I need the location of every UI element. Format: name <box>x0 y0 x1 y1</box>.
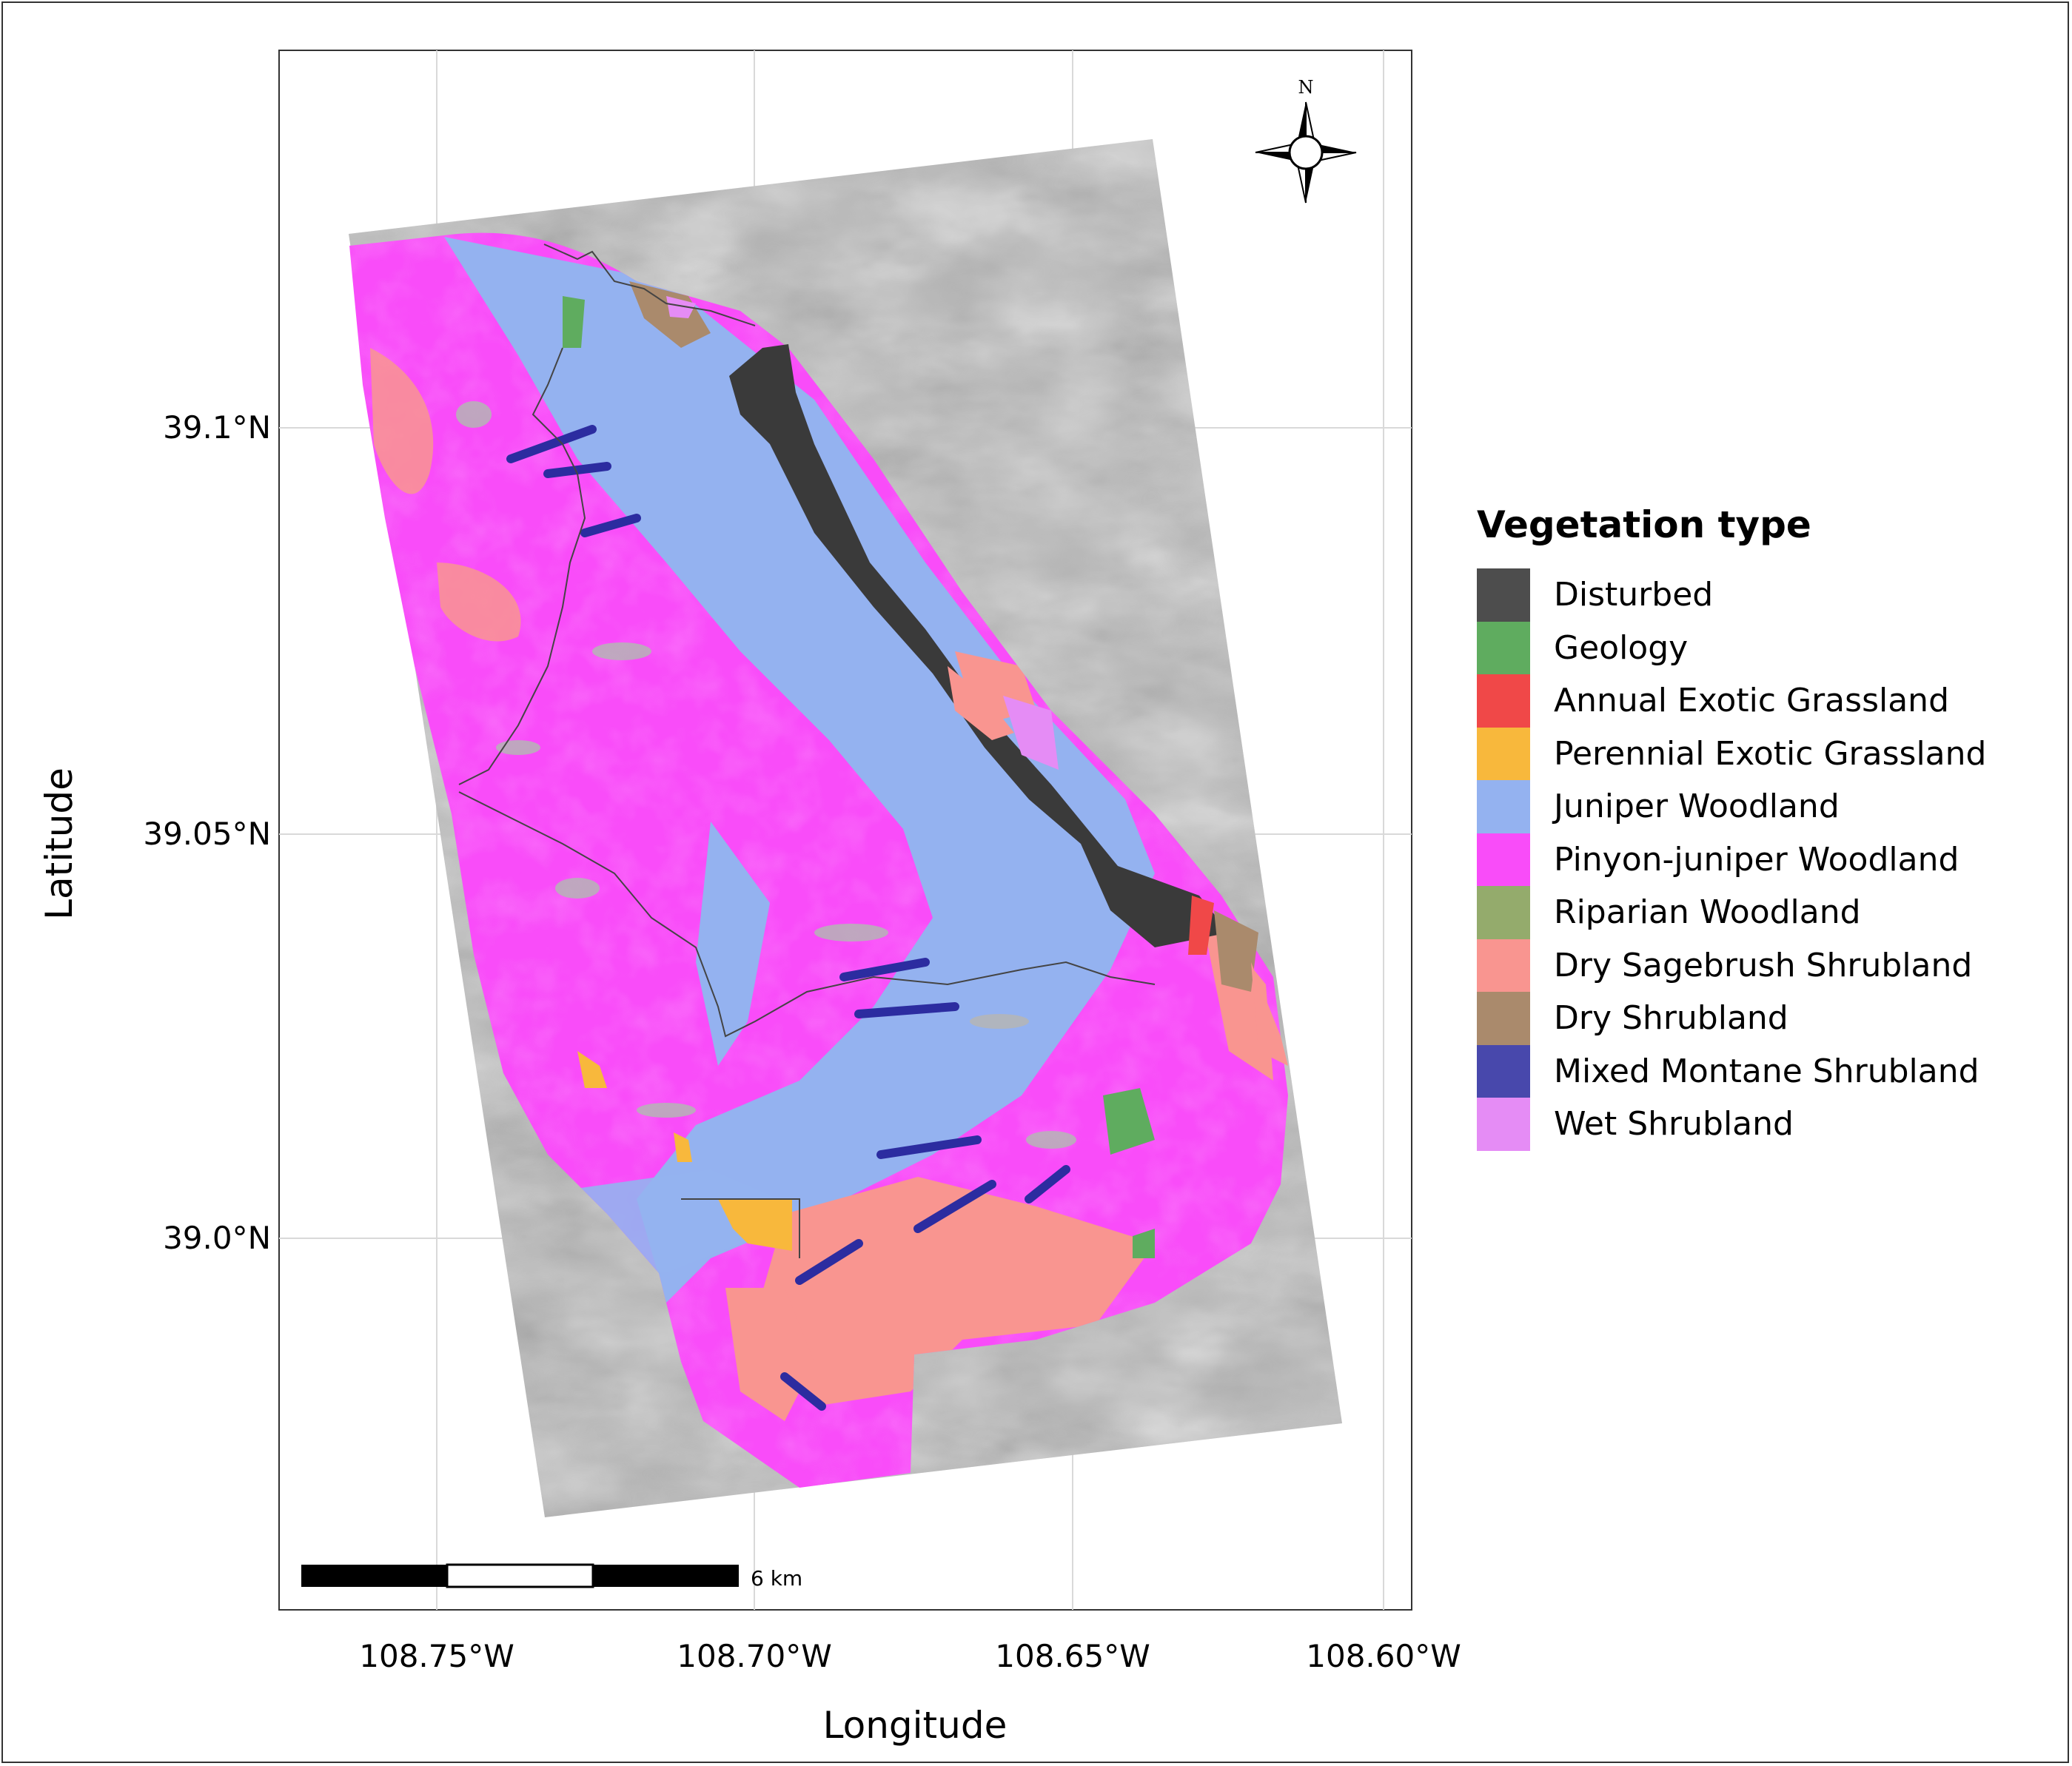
legend-swatch <box>1477 674 1530 728</box>
legend-item: Disturbed <box>1477 568 2054 622</box>
north-arrow-icon: N <box>1255 77 1357 204</box>
legend-item: Pinyon-juniper Woodland <box>1477 833 2054 886</box>
x-axis: 108.75°W 108.70°W 108.65°W 108.60°W Long… <box>359 1638 1461 1747</box>
disturbed-corridor <box>629 281 1288 1066</box>
road-lines <box>458 244 1156 1258</box>
perennial-exotic-grassland-area <box>718 1199 792 1251</box>
legend-title: Vegetation type <box>1477 503 1811 546</box>
legend-label: Pinyon-juniper Woodland <box>1554 840 1959 879</box>
y-axis: 39.1°N 39.05°N 39.0°N Latitude <box>38 409 271 1256</box>
legend-item: Geology <box>1477 621 2054 674</box>
mixed-montane-streaks <box>506 425 1070 1411</box>
x-tick-label: 108.75°W <box>359 1638 514 1674</box>
x-tick-label: 108.65°W <box>995 1638 1150 1674</box>
legend-swatch <box>1477 727 1530 780</box>
legend-item: Dry Sagebrush Shrubland <box>1477 939 2054 992</box>
legend-swatch <box>1477 833 1530 886</box>
dry-sagebrush-area <box>370 348 434 494</box>
legend-label: Dry Shrubland <box>1554 999 1788 1038</box>
y-tick-label: 39.1°N <box>163 409 271 446</box>
legend-item: Juniper Woodland <box>1477 780 2054 833</box>
legend-label: Mixed Montane Shrubland <box>1554 1052 1979 1090</box>
legend-item: Wet Shrubland <box>1477 1098 2054 1151</box>
scale-bar-label: 6 km <box>751 1566 802 1591</box>
legend-label: Riparian Woodland <box>1554 893 1861 932</box>
y-tick-label: 39.05°N <box>143 816 271 852</box>
legend-swatch <box>1477 568 1530 622</box>
legend-swatch <box>1477 939 1530 992</box>
legend-item: Perennial Exotic Grassland <box>1477 727 2054 780</box>
legend-swatch <box>1477 886 1530 939</box>
legend-label: Juniper Woodland <box>1554 788 1840 826</box>
legend-label: Disturbed <box>1554 576 1714 614</box>
legend-label: Geology <box>1554 628 1689 667</box>
legend-label: Dry Sagebrush Shrubland <box>1554 946 1973 984</box>
north-label: N <box>1298 77 1314 98</box>
legend-swatch <box>1477 1044 1530 1098</box>
x-axis-title: Longitude <box>823 1704 1007 1747</box>
legend: Vegetation type Disturbed Geology Annual E… <box>1477 503 2054 1151</box>
legend-item: Annual Exotic Grassland <box>1477 674 2054 728</box>
x-tick-label: 108.70°W <box>677 1638 832 1674</box>
x-tick-label: 108.60°W <box>1306 1638 1461 1674</box>
y-tick-label: 39.0°N <box>163 1220 271 1256</box>
legend-label: Annual Exotic Grassland <box>1554 682 1949 720</box>
legend-label: Perennial Exotic Grassland <box>1554 734 1987 773</box>
scale-bar: 6 km <box>301 1563 802 1591</box>
legend-item: Dry Shrubland <box>1477 992 2054 1045</box>
legend-swatch <box>1477 1098 1530 1151</box>
vegetation-layer <box>349 232 1288 1488</box>
legend-items: Disturbed Geology Annual Exotic Grassland P… <box>1477 568 2054 1151</box>
legend-swatch <box>1477 992 1530 1045</box>
legend-item: Mixed Montane Shrubland <box>1477 1044 2054 1098</box>
juniper-woodland-area <box>444 237 1155 1303</box>
legend-swatch <box>1477 780 1530 833</box>
legend-item: Riparian Woodland <box>1477 886 2054 939</box>
legend-swatch <box>1477 621 1530 674</box>
legend-label: Wet Shrubland <box>1554 1105 1794 1144</box>
y-axis-title: Latitude <box>38 768 81 920</box>
geology-area <box>1103 1088 1155 1155</box>
